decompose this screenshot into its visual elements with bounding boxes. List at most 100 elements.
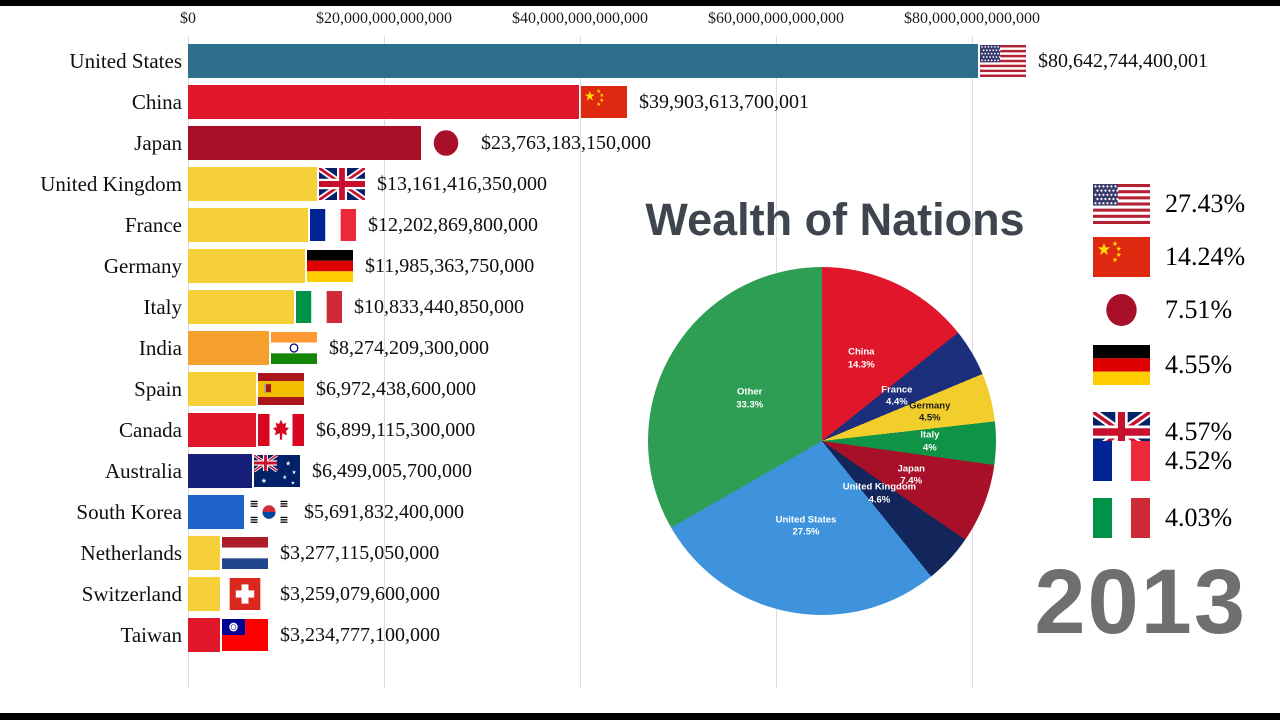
legend-item-cn: ★ ★ ★ ★ ★ 14.24% — [1093, 237, 1280, 277]
country-label: India — [138, 336, 182, 360]
bar — [188, 290, 294, 324]
svg-text:★: ★ — [1116, 251, 1122, 259]
chart-title: Wealth of Nations — [645, 194, 1025, 245]
bar — [188, 85, 579, 119]
gb-flag-icon — [319, 168, 365, 200]
bar-row-japan: Japan $23,763,183,150,000 — [0, 126, 1280, 160]
svg-text:★: ★ — [282, 475, 287, 481]
x-axis-tick-label: $60,000,000,000,000 — [708, 10, 844, 27]
bar — [188, 167, 317, 201]
svg-text:★: ★ — [1116, 245, 1122, 253]
de-flag-icon — [307, 250, 353, 282]
us-flag-icon — [980, 45, 1026, 77]
pie-slice-name: United Kingdom — [842, 481, 917, 493]
bar-row-germany: Germany $11,985,363,750,000 — [0, 249, 1280, 283]
gridline — [580, 36, 581, 688]
legend-item-jp: 7.51% — [1093, 290, 1280, 330]
country-label: United Kingdom — [40, 172, 182, 196]
country-label: China — [131, 90, 182, 114]
country-label: Germany — [103, 254, 182, 278]
bar — [188, 44, 978, 78]
pie-chart: China 14.3% France 4.4% Germany 4.5% Italy 4% Ja… — [648, 267, 996, 615]
country-label: Japan — [134, 131, 182, 155]
legend-item-us: 27.43% — [1093, 184, 1280, 224]
value-label: $3,277,115,050,000 — [280, 542, 440, 564]
legend-item-fr: 4.52% — [1093, 441, 1280, 481]
bar-row-spain: Spain $6,972,438,600,000 — [0, 372, 1280, 406]
bar-row-netherlands: Netherlands $3,277,115,050,000 — [0, 536, 1280, 570]
pie-slice-label-france: France 4.4% — [881, 384, 912, 409]
legend-item-de: 4.55% — [1093, 345, 1280, 385]
cn-flag-icon: ★ ★ ★ ★ ★ — [581, 86, 627, 118]
svg-text:★: ★ — [1112, 240, 1118, 248]
letterbox-bottom — [0, 713, 1280, 720]
legend-item-it: 4.03% — [1093, 498, 1280, 538]
pie-legend: 27.43% ★ ★ ★ ★ ★ 14.24% 7.51% 4.55% 4.57% 4.52% 4.0… — [1093, 0, 1280, 720]
pie-slice-pct: 4.5% — [918, 412, 941, 424]
bar — [188, 208, 308, 242]
pie-slice-label-united-states: United States 27.5% — [776, 514, 837, 539]
pie-slice-label-germany: Germany 4.5% — [909, 401, 950, 426]
pie-slice-pct: 4.4% — [886, 396, 908, 408]
bar-row-united-kingdom: United Kingdom $13,161,416,350,000 — [0, 167, 1280, 201]
us-flag-icon — [1093, 184, 1150, 224]
pie-slice-name: Other — [737, 386, 763, 398]
it-flag-icon — [1093, 498, 1150, 538]
value-label: $6,499,005,700,000 — [312, 460, 472, 482]
bar — [188, 454, 252, 488]
svg-text:★: ★ — [596, 102, 601, 108]
svg-text:★: ★ — [291, 481, 296, 487]
pie-slice-label-united-kingdom: United Kingdom 4.6% — [843, 482, 916, 507]
jp-flag-icon — [1093, 290, 1150, 330]
country-label: Taiwan — [120, 623, 182, 647]
bar — [188, 126, 421, 160]
ch-flag-icon — [222, 578, 268, 610]
bar-row-united-states: United States $80,642,744,400,001 — [0, 44, 1280, 78]
bar — [188, 618, 220, 652]
svg-text:★: ★ — [1097, 240, 1112, 259]
x-axis-tick-label: $40,000,000,000,000 — [512, 10, 648, 27]
pie-slice-name: France — [881, 384, 913, 396]
legend-percentage: 4.52% — [1165, 446, 1233, 475]
ca-flag-icon — [258, 414, 304, 446]
value-label: $23,763,183,150,000 — [481, 132, 651, 154]
bar — [188, 495, 244, 529]
x-axis-tick-label: $20,000,000,000,000 — [316, 10, 452, 27]
pie-slice-pct: 4% — [922, 442, 937, 454]
bar-row-france: France $12,202,869,800,000 — [0, 208, 1280, 242]
kr-flag-icon — [246, 496, 292, 528]
pie-slice-pct: 4.6% — [868, 494, 891, 506]
pie-slice-name: Italy — [920, 430, 940, 441]
legend-percentage: 27.43% — [1165, 189, 1246, 218]
pie-slice-name: Japan — [897, 463, 925, 475]
pie-slice-label-china: China 14.3% — [848, 347, 875, 372]
pie-slice-name: China — [848, 347, 875, 359]
pie-slice-label-other: Other 33.3% — [736, 387, 763, 412]
bar — [188, 372, 256, 406]
svg-text:★: ★ — [292, 470, 297, 476]
fr-flag-icon — [1093, 441, 1150, 481]
svg-text:★: ★ — [599, 98, 604, 104]
country-label: Switzerland — [81, 582, 182, 606]
value-label: $5,691,832,400,000 — [304, 501, 464, 523]
pie-slice-label-japan: Japan 7.4% — [897, 463, 924, 488]
value-label: $80,642,744,400,001 — [1038, 50, 1208, 72]
tw-flag-icon — [222, 619, 268, 651]
value-label: $12,202,869,800,000 — [368, 214, 538, 236]
bar-row-south-korea: South Korea $5,691,832,400,000 — [0, 495, 1280, 529]
pie-slice-pct: 7.4% — [900, 475, 923, 487]
de-flag-icon — [1093, 345, 1150, 385]
letterbox-top — [0, 0, 1280, 6]
bar-row-taiwan: Taiwan $3,234,777,100,000 — [0, 618, 1280, 652]
cn-flag-icon: ★ ★ ★ ★ ★ — [1093, 237, 1150, 277]
value-label: $13,161,416,350,000 — [377, 173, 547, 195]
bar-row-canada: Canada $6,899,115,300,000 — [0, 413, 1280, 447]
bar-row-switzerland: Switzerland $3,259,079,600,000 — [0, 577, 1280, 611]
legend-percentage: 14.24% — [1165, 242, 1246, 271]
bar — [188, 536, 220, 570]
country-label: Italy — [143, 295, 182, 319]
in-flag-icon — [271, 332, 317, 364]
jp-flag-icon — [423, 127, 469, 159]
bar — [188, 577, 220, 611]
value-label: $11,985,363,750,000 — [365, 255, 535, 277]
